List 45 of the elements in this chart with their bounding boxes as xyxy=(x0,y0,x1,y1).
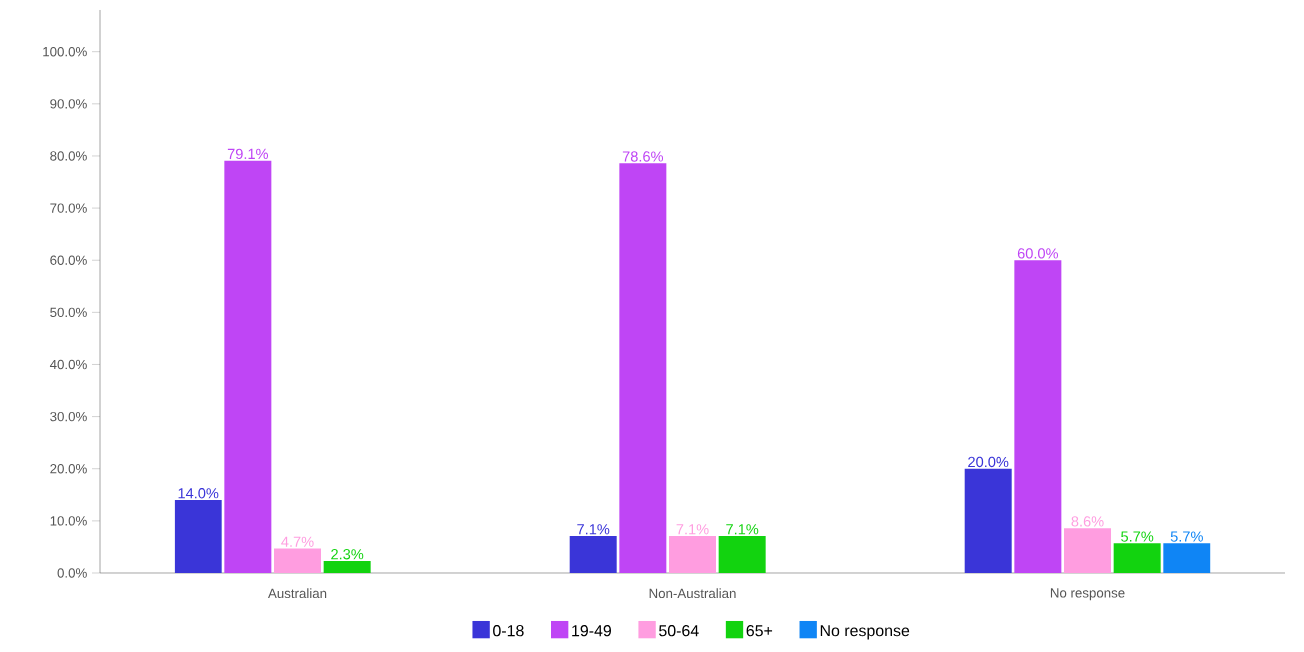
legend-label: 0-18 xyxy=(493,625,524,637)
y-tick-label: 60.0% xyxy=(50,255,87,265)
y-tick-label: 40.0% xyxy=(49,359,87,370)
data-label: 4.7% xyxy=(281,536,314,547)
data-label: 8.6% xyxy=(1071,516,1104,527)
bar xyxy=(323,561,371,573)
data-label: 7.1% xyxy=(726,524,759,535)
bar xyxy=(569,535,617,573)
x-tick-label: Australian xyxy=(267,588,327,599)
y-tick-label: 50.0% xyxy=(50,307,87,318)
bar xyxy=(619,163,667,573)
data-label: 7.1% xyxy=(676,524,709,535)
y-tick-label: 30.0% xyxy=(50,411,87,422)
legend-label: No response xyxy=(820,625,910,640)
y-tick-label: 100.0% xyxy=(43,47,87,57)
bar xyxy=(274,548,321,573)
bar xyxy=(1014,260,1062,573)
y-tick-label: 70.0% xyxy=(50,203,87,213)
data-label: 5.7% xyxy=(1121,531,1154,542)
bar xyxy=(174,500,222,573)
data-label: 20.0% xyxy=(968,456,1009,468)
x-tick-label: No response xyxy=(1050,588,1125,601)
y-tick-label: 10.0% xyxy=(50,516,87,526)
data-label: 2.3% xyxy=(331,549,364,560)
data-label: 78.6% xyxy=(622,151,664,162)
bar xyxy=(964,468,1012,573)
bar xyxy=(224,160,272,573)
x-tick-label: Non-Australian xyxy=(649,588,736,599)
y-tick-label: 80.0% xyxy=(50,151,87,161)
y-tick-label: 0.0% xyxy=(57,568,87,578)
bar xyxy=(1064,528,1112,573)
y-tick-label: 90.0% xyxy=(50,99,87,109)
legend-label: 50-64 xyxy=(659,625,699,637)
y-tick-label: 20.0% xyxy=(50,464,87,474)
legend-label: 65+ xyxy=(746,625,773,637)
data-label: 14.0% xyxy=(178,488,219,499)
bar xyxy=(1113,543,1161,573)
data-label: 5.7% xyxy=(1170,531,1203,542)
bar xyxy=(669,535,717,573)
bar xyxy=(1163,543,1211,573)
data-label: 7.1% xyxy=(577,524,610,535)
legend-label: 19-49 xyxy=(572,625,611,637)
data-label: 79.1% xyxy=(227,148,269,160)
bar xyxy=(718,535,766,573)
data-label: 60.0% xyxy=(1017,248,1059,259)
